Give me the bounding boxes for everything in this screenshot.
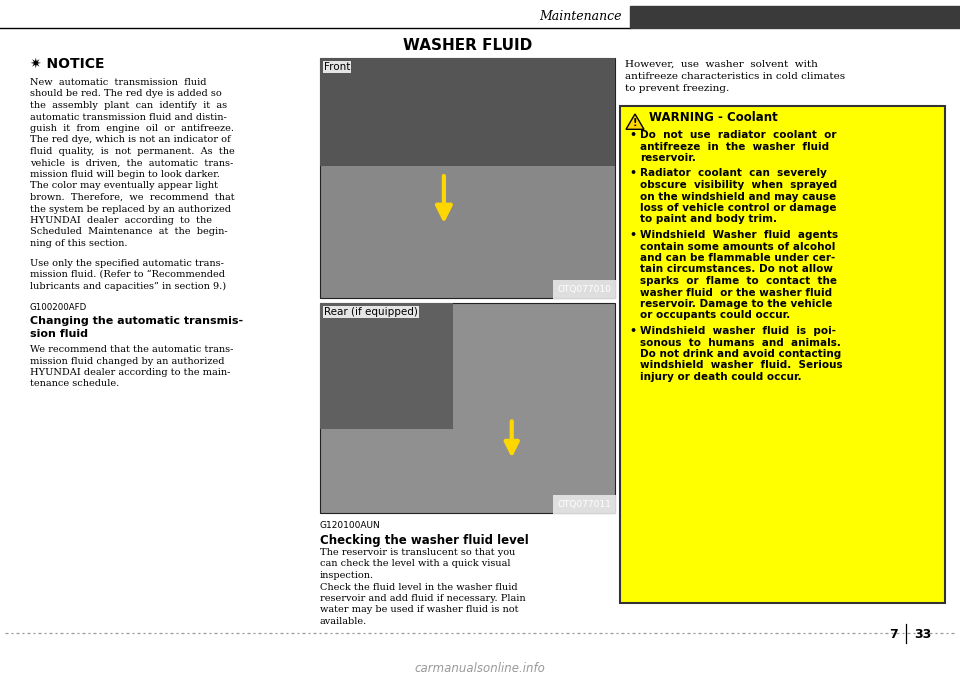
Text: to paint and body trim.: to paint and body trim.	[640, 215, 777, 224]
Text: Radiator  coolant  can  severely: Radiator coolant can severely	[640, 169, 827, 178]
Text: obscure  visibility  when  sprayed: obscure visibility when sprayed	[640, 180, 837, 190]
Text: windshield  washer  fluid.  Serious: windshield washer fluid. Serious	[640, 361, 843, 371]
Text: carmanualsonline.info: carmanualsonline.info	[415, 661, 545, 674]
Text: Scheduled  Maintenance  at  the  begin-: Scheduled Maintenance at the begin-	[30, 228, 228, 237]
Text: HYUNDAI dealer according to the main-: HYUNDAI dealer according to the main-	[30, 368, 230, 377]
Text: Front: Front	[324, 62, 350, 72]
Text: mission fluid. (Refer to “Recommended: mission fluid. (Refer to “Recommended	[30, 270, 225, 279]
Text: HYUNDAI  dealer  according  to  the: HYUNDAI dealer according to the	[30, 216, 212, 225]
Text: mission fluid will begin to look darker.: mission fluid will begin to look darker.	[30, 170, 220, 179]
Text: antifreeze  in  the  washer  fluid: antifreeze in the washer fluid	[640, 142, 829, 151]
Text: Changing the automatic transmis-: Changing the automatic transmis-	[30, 316, 243, 326]
Text: inspection.: inspection.	[320, 571, 374, 580]
Text: Checking the washer fluid level: Checking the washer fluid level	[320, 534, 529, 547]
Text: Windshield  washer  fluid  is  poi-: Windshield washer fluid is poi-	[640, 326, 836, 336]
Text: WARNING - Coolant: WARNING - Coolant	[649, 111, 778, 124]
Text: The reservoir is translucent so that you: The reservoir is translucent so that you	[320, 548, 516, 557]
Text: automatic transmission fluid and distin-: automatic transmission fluid and distin-	[30, 113, 227, 122]
Text: Maintenance: Maintenance	[540, 10, 622, 23]
Text: Windshield  Washer  fluid  agents: Windshield Washer fluid agents	[640, 230, 838, 240]
Text: 7: 7	[889, 627, 898, 641]
Text: mission fluid changed by an authorized: mission fluid changed by an authorized	[30, 356, 225, 365]
Text: WASHER FLUID: WASHER FLUID	[403, 38, 532, 52]
Text: G120100AUN: G120100AUN	[320, 521, 381, 530]
Text: The red dye, which is not an indicator of: The red dye, which is not an indicator o…	[30, 136, 230, 144]
Text: loss of vehicle control or damage: loss of vehicle control or damage	[640, 203, 836, 213]
Text: injury or death could occur.: injury or death could occur.	[640, 372, 802, 382]
Bar	[320, 58, 615, 166]
Text: contain some amounts of alcohol: contain some amounts of alcohol	[640, 241, 835, 252]
Text: fluid  quality,  is  not  permanent.  As  the: fluid quality, is not permanent. As the	[30, 147, 235, 156]
Text: We recommend that the automatic trans-: We recommend that the automatic trans-	[30, 345, 233, 354]
Bar	[320, 303, 453, 429]
Text: Do  not  use  radiator  coolant  or: Do not use radiator coolant or	[640, 130, 836, 140]
Text: reservoir. Damage to the vehicle: reservoir. Damage to the vehicle	[640, 299, 832, 309]
Text: washer fluid  or the washer fluid: washer fluid or the washer fluid	[640, 288, 832, 297]
Text: to prevent freezing.: to prevent freezing.	[625, 84, 730, 93]
Text: or occupants could occur.: or occupants could occur.	[640, 310, 790, 321]
Text: Rear (if equipped): Rear (if equipped)	[324, 307, 418, 317]
Text: brown.  Therefore,  we  recommend  that: brown. Therefore, we recommend that	[30, 193, 234, 202]
Bar	[620, 106, 945, 603]
Text: The color may eventually appear light: The color may eventually appear light	[30, 182, 218, 191]
Text: Do not drink and avoid contacting: Do not drink and avoid contacting	[640, 349, 841, 359]
Text: G100200AFD: G100200AFD	[30, 303, 87, 312]
Text: reservoir.: reservoir.	[640, 153, 696, 163]
Text: water may be used if washer fluid is not: water may be used if washer fluid is not	[320, 605, 518, 614]
Text: 33: 33	[914, 627, 931, 641]
Bar	[630, 6, 960, 28]
Text: Use only the specified automatic trans-: Use only the specified automatic trans-	[30, 259, 224, 268]
Text: OTQ077010: OTQ077010	[557, 285, 611, 294]
Text: guish  it  from  engine  oil  or  antifreeze.: guish it from engine oil or antifreeze.	[30, 124, 234, 133]
Text: •: •	[629, 326, 636, 336]
Text: sonous  to  humans  and  animals.: sonous to humans and animals.	[640, 338, 841, 347]
Text: should be red. The red dye is added so: should be red. The red dye is added so	[30, 89, 222, 98]
Text: on the windshield and may cause: on the windshield and may cause	[640, 191, 836, 202]
Text: !: !	[633, 118, 637, 127]
Text: However,  use  washer  solvent  with: However, use washer solvent with	[625, 60, 818, 69]
Text: vehicle  is  driven,  the  automatic  trans-: vehicle is driven, the automatic trans-	[30, 158, 233, 167]
Polygon shape	[626, 114, 644, 129]
Text: •: •	[629, 169, 636, 178]
Text: antifreeze characteristics in cold climates: antifreeze characteristics in cold clima…	[625, 72, 845, 81]
Text: reservoir and add fluid if necessary. Plain: reservoir and add fluid if necessary. Pl…	[320, 594, 526, 603]
Text: can check the level with a quick visual: can check the level with a quick visual	[320, 559, 511, 568]
Text: New  automatic  transmission  fluid: New automatic transmission fluid	[30, 78, 206, 87]
Text: •: •	[629, 230, 636, 240]
Text: available.: available.	[320, 617, 368, 626]
Text: •: •	[629, 130, 636, 140]
Text: the system be replaced by an authorized: the system be replaced by an authorized	[30, 204, 231, 213]
Text: the  assembly  plant  can  identify  it  as: the assembly plant can identify it as	[30, 101, 228, 110]
Text: lubricants and capacities” in section 9.): lubricants and capacities” in section 9.…	[30, 281, 227, 290]
Bar	[320, 303, 615, 513]
Text: ✷ NOTICE: ✷ NOTICE	[30, 57, 105, 71]
Text: sion fluid: sion fluid	[30, 329, 88, 339]
Text: Check the fluid level in the washer fluid: Check the fluid level in the washer flui…	[320, 583, 517, 592]
Text: sparks  or  flame  to  contact  the: sparks or flame to contact the	[640, 276, 837, 286]
Text: tain circumstances. Do not allow: tain circumstances. Do not allow	[640, 264, 833, 275]
Text: and can be flammable under cer-: and can be flammable under cer-	[640, 253, 835, 263]
Text: ning of this section.: ning of this section.	[30, 239, 128, 248]
Text: tenance schedule.: tenance schedule.	[30, 380, 119, 389]
Text: OTQ077011: OTQ077011	[557, 500, 611, 509]
Bar	[320, 58, 615, 298]
